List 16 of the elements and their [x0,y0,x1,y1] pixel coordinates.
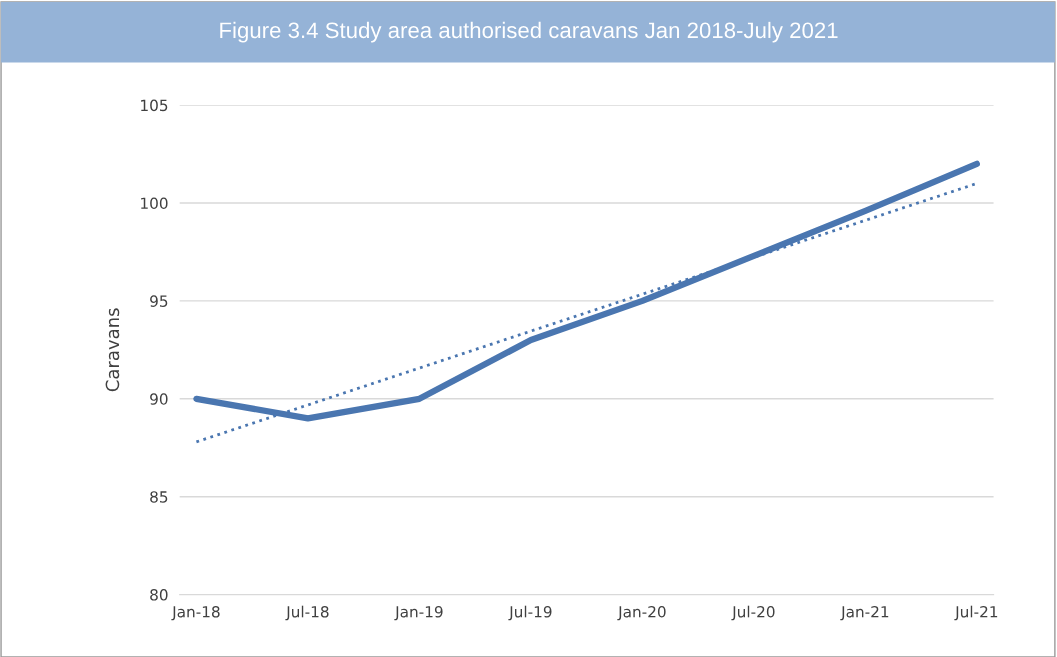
x-tick-label: Jul-21 [954,605,998,621]
x-tick-label: Jan-18 [171,605,220,621]
chart-title: Figure 3.4 Study area authorised caravans Jan 2018-July 2021 [220,21,838,43]
y-tick-label: 80 [150,589,168,601]
y-tick-label: 100 [141,197,168,210]
x-tick-label: Jan-20 [617,605,666,621]
y-tick-label: 105 [141,99,168,112]
x-tick-label: Jul-20 [731,605,775,621]
x-tick-label: Jan-21 [840,605,889,621]
y-tick-label: 85 [150,491,168,503]
y-tick-label: 95 [150,295,168,307]
x-tick-label: Jul-18 [285,605,329,621]
x-tick-label: Jan-19 [394,605,443,621]
y-tick-label: 90 [150,393,168,405]
x-tick-label: Jul-19 [508,605,552,621]
y-axis-title: Caravans [105,308,120,392]
